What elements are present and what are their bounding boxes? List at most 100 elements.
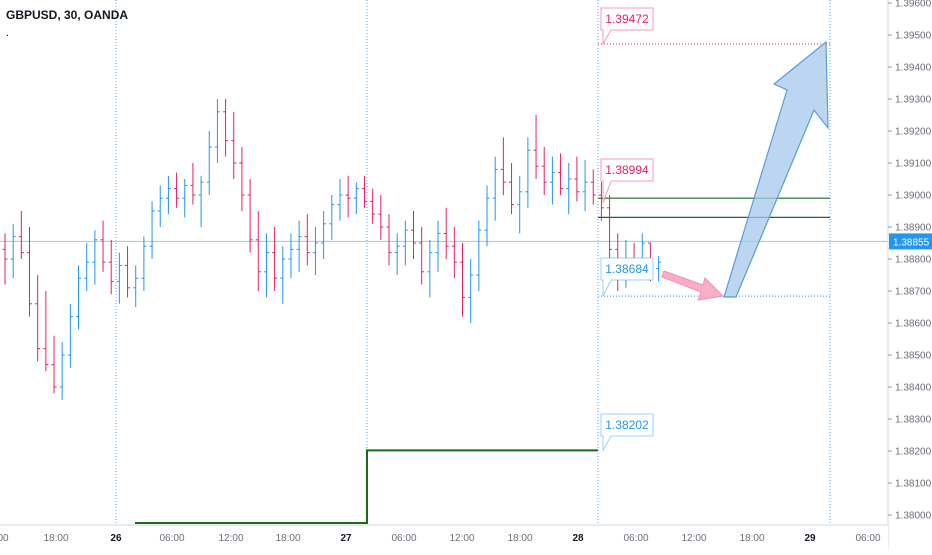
ohlc-bar (582, 159, 588, 211)
ohlc-bar (558, 153, 564, 195)
callout-value: 1.39472 (605, 12, 649, 26)
ohlc-bar (427, 239, 433, 298)
ohlc-bar (460, 243, 466, 317)
price-tick-label: 1.38900 (895, 223, 932, 234)
ohlc-bar (435, 220, 441, 272)
ohlc-bar (304, 214, 310, 266)
ohlc-bar (84, 243, 90, 291)
time-tick-label: 06:00 (391, 533, 416, 544)
time-tick-label: 12:00 (681, 533, 706, 544)
price-tick-label: 1.39300 (895, 95, 932, 106)
price-axis: 1.38000 1.38100 1.38200 1.38300 1.38400 1.385… (887, 0, 932, 550)
price-tick-label: 1.39400 (895, 63, 932, 74)
ohlc-bar (574, 156, 580, 202)
ohlc-bar (231, 111, 237, 179)
time-tick-label: 18:00 (507, 533, 532, 544)
ohlc-bar (255, 211, 261, 291)
projection-arrow (723, 40, 829, 298)
ohlc-bar (206, 131, 212, 195)
ohlc-bar (108, 239, 114, 295)
time-tick-label: 06:00 (159, 533, 184, 544)
time-tick-label: 26 (110, 533, 122, 544)
callout-value: 1.38994 (605, 163, 649, 177)
ohlc-bar (35, 275, 41, 362)
ohlc-bar (214, 99, 220, 163)
ohlc-bar (484, 185, 490, 247)
ohlc-bar (67, 303, 73, 368)
drawings: 1.39472 1.38994 1.38684 1.38202 (600, 7, 829, 453)
ohlc-bar (353, 182, 359, 215)
time-tick-label: 18:00 (739, 533, 764, 544)
callout-frame (600, 257, 654, 297)
ohlc-bar (656, 255, 662, 282)
ohlc-bar (141, 236, 147, 291)
ohlc-bar (541, 147, 547, 195)
ohlc-bar (272, 227, 278, 291)
ohlc-bar (492, 156, 498, 221)
ohlc-bar (566, 163, 572, 215)
ohlc-bar (321, 211, 327, 259)
ohlc-bar (10, 223, 16, 279)
ohlc-bar (402, 220, 408, 266)
time-tick-label: 27 (340, 533, 352, 544)
price-tick-label: 1.38300 (895, 415, 932, 426)
time-tick-label: 29 (804, 533, 816, 544)
ohlc-bar (370, 188, 376, 224)
ohlc-bar (337, 179, 343, 221)
ohlc-bar (468, 259, 474, 323)
ohlc-bar (296, 220, 302, 272)
ohlc-bar (174, 172, 180, 208)
price-tick-label: 1.38100 (895, 479, 932, 490)
price-callout: 1.38202 (600, 413, 654, 453)
ohlc-bar (394, 233, 400, 275)
price-tick-label: 1.38500 (895, 351, 932, 362)
price-callout: 1.39472 (600, 7, 654, 46)
ohlc-bar (149, 201, 155, 259)
ohlc-bar (525, 137, 531, 208)
ohlc-bar (329, 195, 335, 240)
price-tick-label: 1.38800 (895, 255, 932, 266)
time-tick-label: 28 (572, 533, 584, 544)
ohlc-bar (133, 265, 139, 307)
ohlc-bar (247, 179, 253, 253)
price-tick-label: 1.39200 (895, 127, 932, 138)
ohlc-bar (190, 163, 196, 205)
symbol-title: GBPUSD, 30, OANDA (6, 8, 128, 22)
ohlc-bar (27, 227, 33, 317)
callout-frame (600, 413, 654, 453)
ohlc-bar (361, 175, 367, 208)
ohlc-bar (51, 335, 57, 394)
ohlc-bar (378, 195, 384, 240)
ohlc-bar (2, 233, 8, 285)
ohlc-bar (165, 175, 171, 215)
ohlc-bar (419, 227, 425, 285)
ohlc-bar (345, 175, 351, 218)
ohlc-bar (509, 163, 515, 215)
ohlc-bar (451, 227, 457, 279)
ohlc-bar (263, 233, 269, 298)
callout-value: 1.38684 (605, 262, 649, 276)
ohlc-bar (517, 175, 523, 234)
time-tick-label: 00 (0, 533, 9, 544)
ohlc-bar (100, 220, 106, 272)
ohlc-bar (198, 175, 204, 227)
ohlc-bar (76, 265, 82, 330)
price-tick-label: 1.39100 (895, 159, 932, 170)
ohlc-bar (288, 233, 294, 279)
price-tick-label: 1.39500 (895, 31, 932, 42)
ohlc-bar (223, 99, 229, 157)
price-tick-label: 1.39600 (895, 0, 932, 10)
time-tick-label: 06:00 (855, 533, 880, 544)
time-tick-label: 12:00 (218, 533, 243, 544)
ohlc-bar (18, 211, 24, 259)
ohlc-bar (476, 220, 482, 291)
price-axis-bg (888, 0, 932, 550)
price-tick-label: 1.38600 (895, 319, 932, 330)
ohlc-bar (92, 230, 98, 285)
time-tick-label: 06:00 (623, 533, 648, 544)
ohlc-bar (182, 179, 188, 218)
ohlc-bar (386, 214, 392, 266)
price-tick-label: 1.38400 (895, 383, 932, 394)
